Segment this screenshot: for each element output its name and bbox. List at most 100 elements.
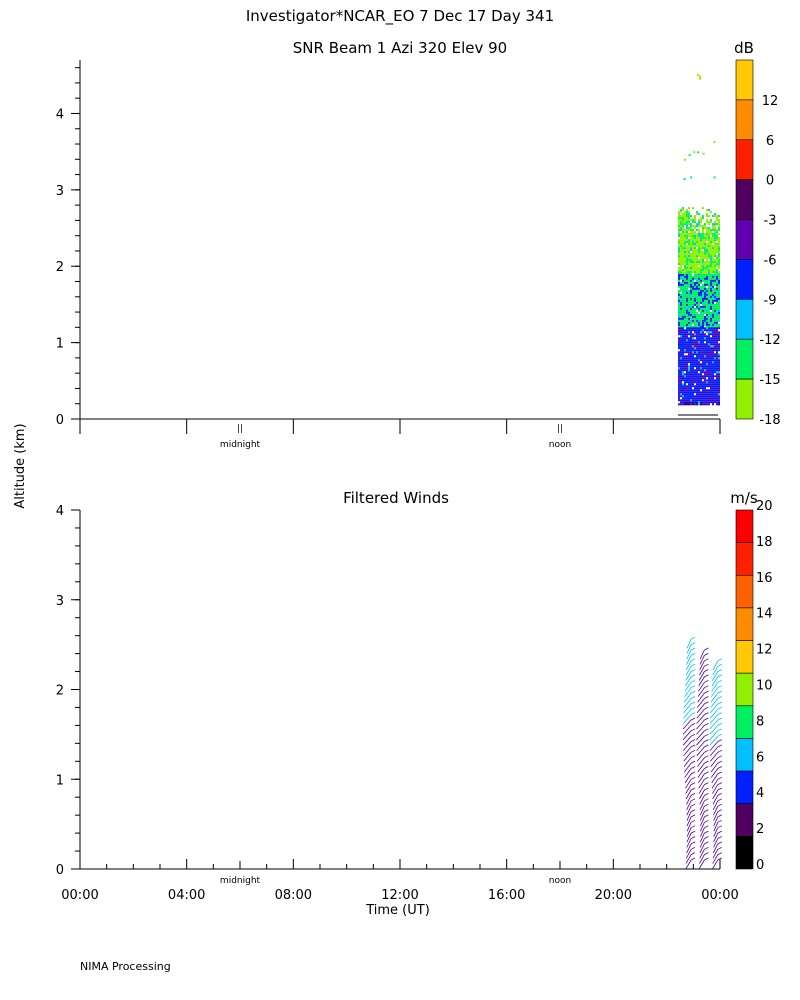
- snr-cell: [700, 245, 702, 248]
- wind-barb: [712, 859, 719, 870]
- snr-cell: [680, 369, 682, 372]
- snr-cell: [696, 383, 698, 386]
- snr-cell: [696, 295, 698, 298]
- snr-cell: [712, 355, 714, 358]
- snr-cell: [686, 215, 688, 218]
- wind-barb: [696, 752, 705, 762]
- snr-cell: [704, 313, 706, 316]
- snr-cell: [718, 273, 720, 276]
- snr-cell: [678, 327, 680, 330]
- snr-cell: [714, 345, 716, 348]
- wind-barb: [685, 784, 692, 794]
- wind-barb-flag: [717, 744, 722, 748]
- snr-cell: [686, 333, 688, 336]
- snr-cell: [686, 347, 688, 350]
- snr-cell: [678, 381, 680, 384]
- snr-cell: [680, 247, 682, 250]
- wind-barb-flag: [704, 728, 709, 732]
- snr-cell: [694, 321, 696, 324]
- snr-cell: [702, 229, 704, 232]
- snr-cell: [704, 275, 706, 278]
- snr-cell: [718, 307, 720, 310]
- snr-cell: [716, 369, 718, 372]
- snr-cell: [698, 259, 700, 262]
- snr-cell: [700, 297, 702, 300]
- snr-cell: [688, 377, 690, 380]
- snr-cell: [678, 353, 680, 356]
- wind-barb: [711, 779, 719, 789]
- snr-cell: [696, 357, 698, 360]
- snr-cell: [684, 307, 686, 310]
- snr-cell: [702, 281, 704, 284]
- snr-cell: [696, 281, 698, 284]
- wind-barb: [696, 703, 705, 714]
- snr-cell: [702, 253, 704, 256]
- snr-cell: [712, 315, 714, 318]
- snr-cell: [702, 337, 704, 340]
- snr-cell: [718, 265, 720, 268]
- snr-cell: [712, 223, 714, 226]
- snr-cell: [718, 233, 720, 236]
- snr-cell: [704, 223, 706, 226]
- snr-cell: [684, 227, 686, 230]
- snr-cell: [708, 309, 710, 312]
- snr-cell: [716, 361, 718, 364]
- wind-barb: [697, 687, 705, 697]
- wind-barb: [710, 752, 719, 762]
- snr-cell: [718, 251, 720, 254]
- snr-cell: [688, 365, 690, 368]
- snr-cell: [712, 271, 714, 274]
- snr-cell: [692, 253, 694, 256]
- snr-cell: [684, 351, 686, 354]
- snr-cell: [686, 313, 688, 316]
- snr-cell: [716, 367, 718, 370]
- snr-cell: [698, 231, 700, 234]
- snr-cell: [690, 383, 692, 386]
- snr-cell: [714, 215, 716, 218]
- wind-barb-flag: [690, 728, 696, 732]
- snr-cell: [706, 293, 708, 296]
- wind-barb: [713, 816, 719, 827]
- snr-cell: [680, 361, 682, 364]
- snr-cell: [682, 399, 684, 402]
- snr-cell: [718, 223, 720, 226]
- snr-cell: [688, 279, 690, 282]
- snr-cell: [686, 295, 688, 298]
- snr-cell: [708, 341, 710, 344]
- snr-cell: [700, 301, 702, 304]
- snr-cell: [678, 357, 680, 360]
- snr-cell: [680, 373, 682, 376]
- top-colorbar-tick-label: -9: [764, 293, 777, 308]
- snr-cell: [692, 241, 694, 244]
- snr-cell: [702, 331, 704, 334]
- snr-cell: [712, 233, 714, 236]
- snr-cell: [698, 375, 700, 378]
- snr-cell: [716, 309, 718, 312]
- snr-cell: [704, 247, 706, 250]
- top-noon-glyph: ||: [557, 424, 563, 434]
- snr-cell: [702, 257, 704, 260]
- snr-cell: [678, 239, 680, 242]
- snr-cell: [714, 397, 716, 400]
- snr-cell: [684, 249, 686, 252]
- wind-barb-flag: [717, 857, 722, 861]
- snr-cell: [704, 333, 706, 336]
- snr-cell: [698, 347, 700, 350]
- snr-cell: [698, 373, 700, 376]
- snr-sparse-point: [699, 75, 702, 78]
- snr-cell: [678, 267, 680, 270]
- snr-cell: [702, 367, 704, 370]
- snr-cell: [710, 289, 712, 292]
- snr-cell: [690, 367, 692, 370]
- snr-cell: [686, 249, 688, 252]
- snr-cell: [680, 273, 682, 276]
- snr-cell: [704, 239, 706, 242]
- wind-barb-flag: [717, 846, 722, 850]
- snr-cell: [678, 251, 680, 254]
- snr-cell: [692, 231, 694, 234]
- snr-cell: [712, 363, 714, 366]
- top-y-tick-label: 3: [56, 184, 64, 199]
- snr-cell: [716, 223, 718, 226]
- snr-cell: [710, 337, 712, 340]
